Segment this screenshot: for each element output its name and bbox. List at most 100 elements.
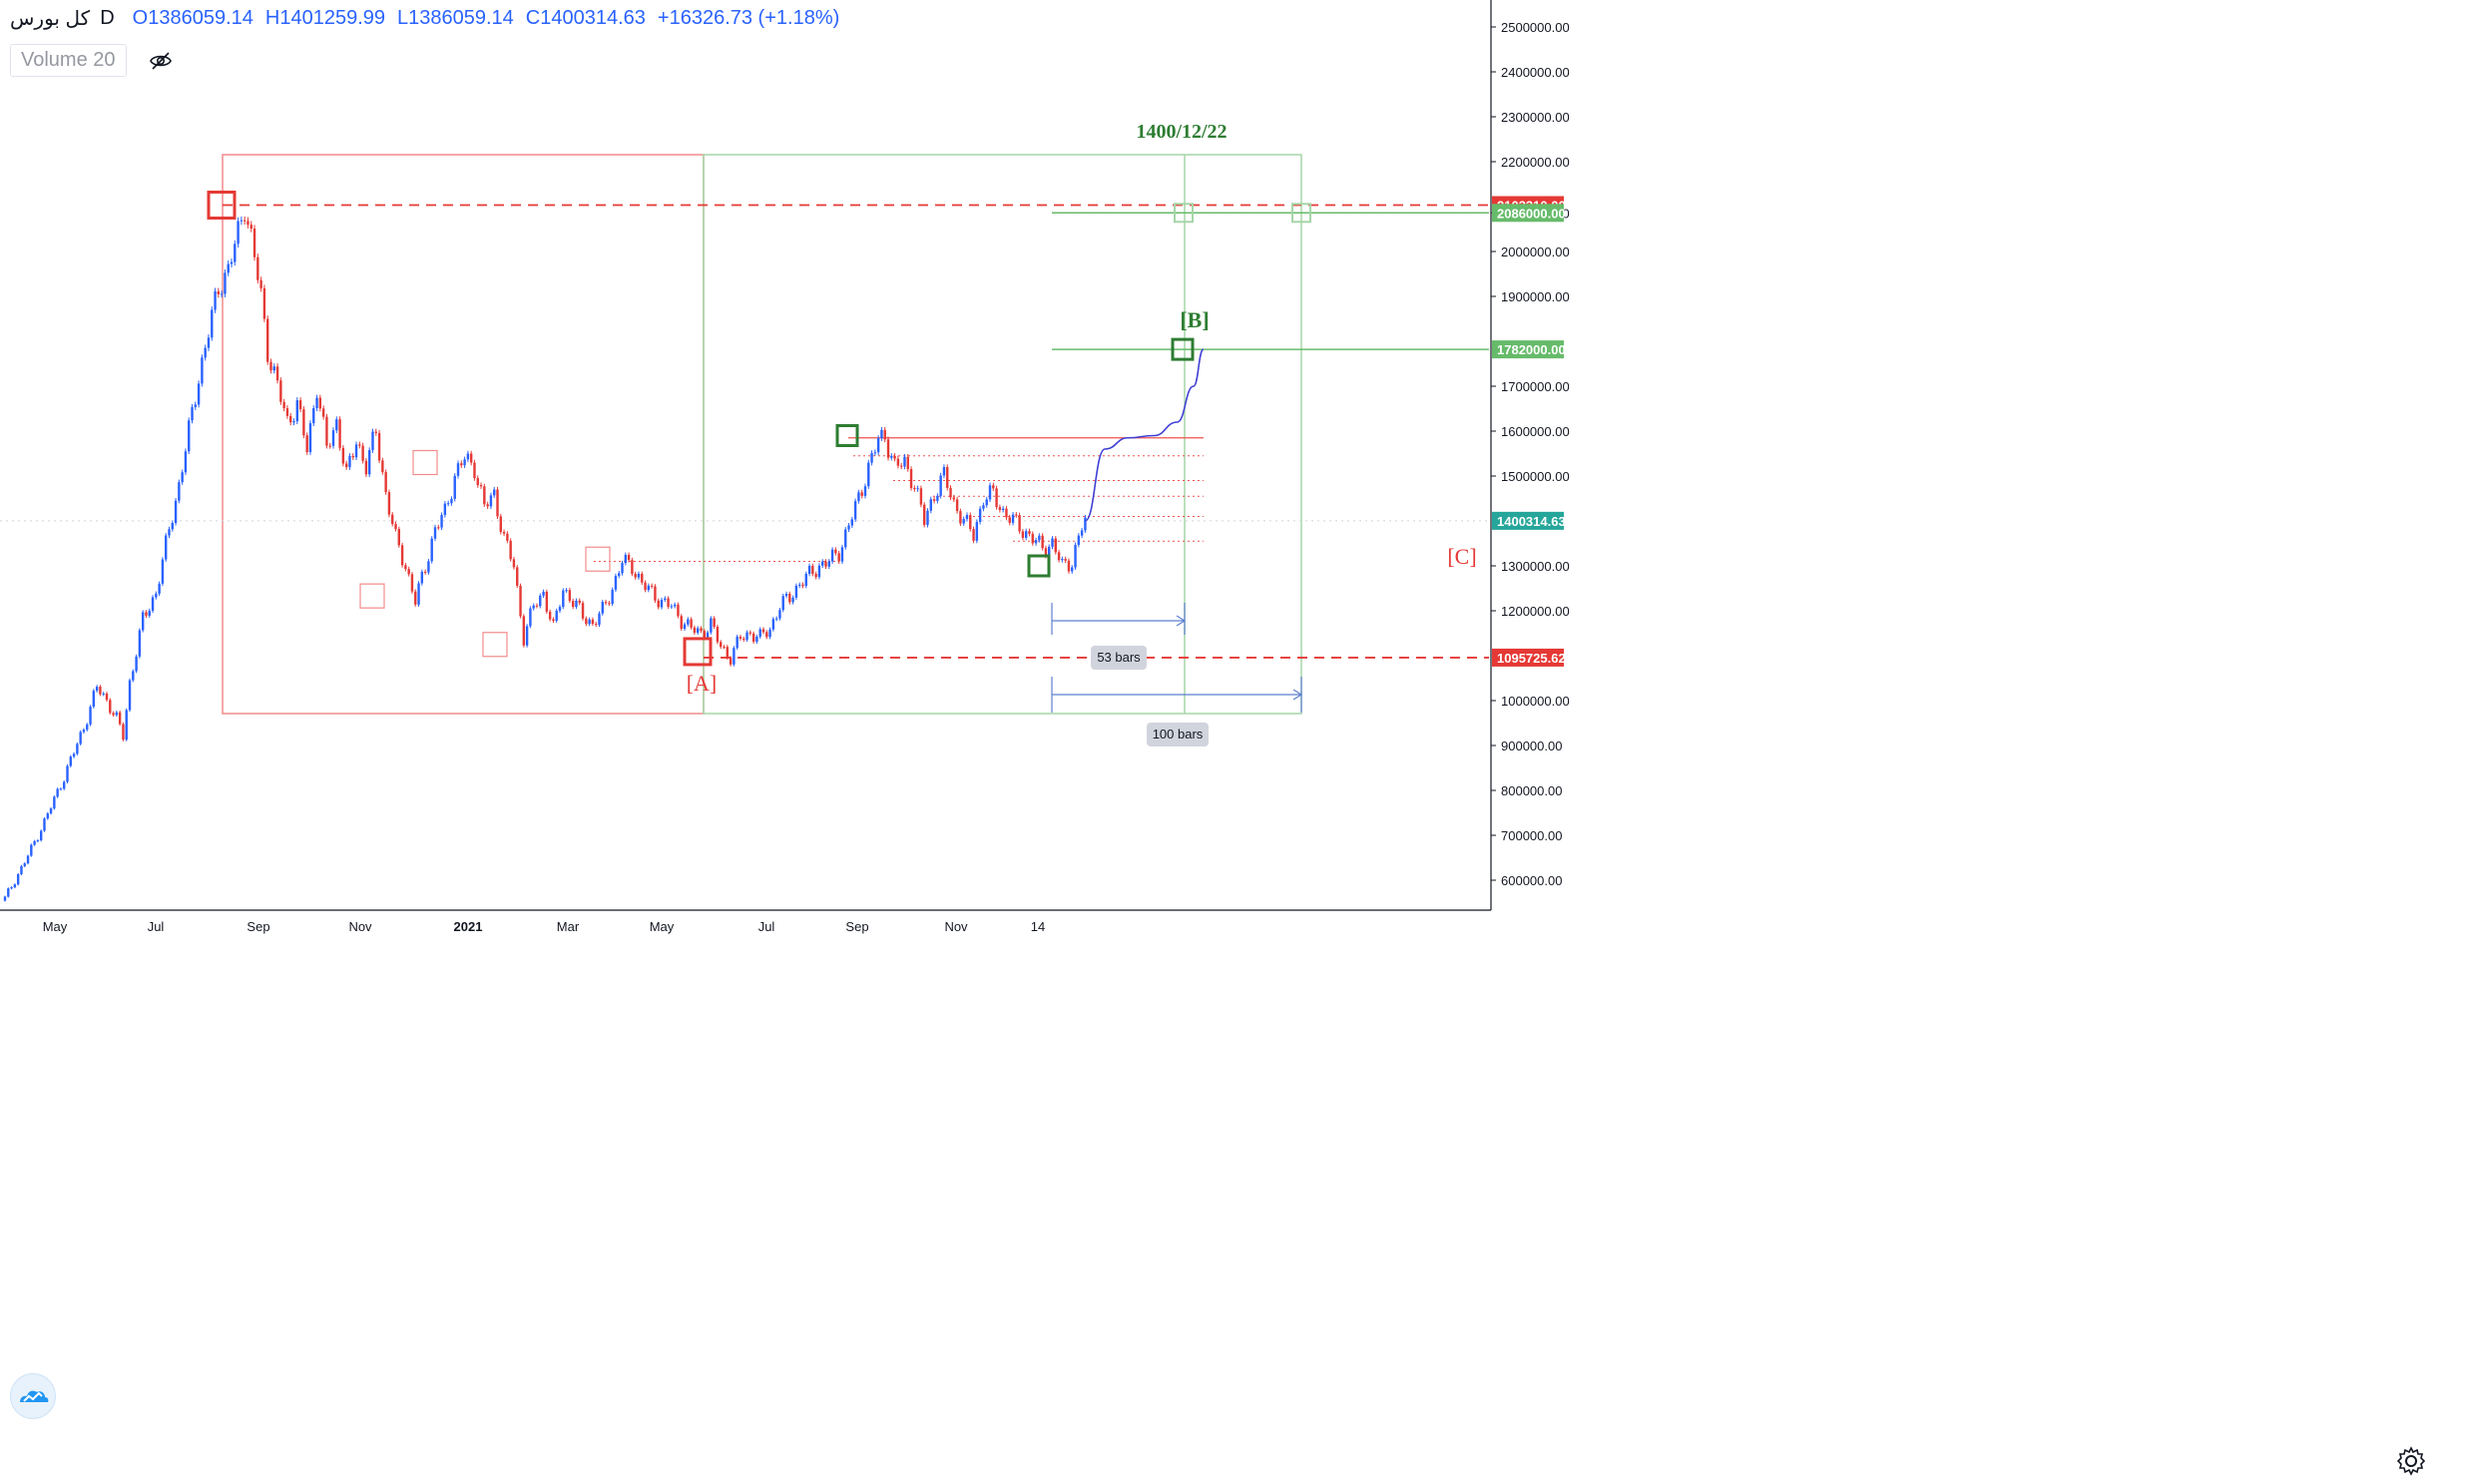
- target-marker[interactable]: [1291, 203, 1311, 224]
- price-tick-label: 1600000.00: [1501, 424, 1570, 439]
- candle-body: [204, 347, 207, 358]
- swing-marker[interactable]: [359, 583, 385, 609]
- candle-body: [611, 589, 614, 605]
- candle-body: [870, 453, 873, 463]
- candle-body: [516, 567, 519, 586]
- candle-body: [292, 421, 295, 423]
- candle-body: [371, 431, 374, 451]
- candle-body: [430, 538, 433, 562]
- candle-body: [909, 468, 913, 489]
- tradingview-logo-icon[interactable]: [10, 1373, 56, 1419]
- candle-body: [427, 561, 430, 573]
- candle-body: [361, 445, 364, 461]
- candle-body: [916, 488, 919, 490]
- candle-body: [726, 647, 729, 659]
- candle-body: [135, 656, 138, 672]
- price-tag-label: 1782000.00: [1497, 342, 1566, 357]
- candle-body: [384, 472, 387, 493]
- candle-body: [23, 863, 26, 866]
- candle-body: [506, 533, 509, 541]
- candle-body: [853, 501, 857, 520]
- price-tick-label: 600000.00: [1501, 873, 1562, 888]
- candle-body: [220, 293, 224, 295]
- candle-body: [634, 573, 637, 578]
- interval-label[interactable]: D: [100, 7, 115, 29]
- candle-body: [1074, 544, 1077, 568]
- price-tag[interactable]: [1492, 340, 1564, 359]
- eye-hidden-icon[interactable]: [149, 49, 173, 73]
- swing-marker[interactable]: [585, 546, 611, 572]
- candle-body: [903, 456, 906, 467]
- symbol-name[interactable]: کل بورس: [10, 8, 91, 30]
- candle-body: [63, 781, 66, 789]
- candle-body: [830, 549, 834, 562]
- candle-body: [7, 888, 10, 897]
- candle-body: [269, 361, 272, 371]
- price-tag[interactable]: [1492, 204, 1564, 223]
- candle-body: [641, 573, 644, 583]
- price-tag[interactable]: [1492, 648, 1564, 667]
- time-axis[interactable]: May Jul Sep Nov 2021 Mar May Jul Sep Nov 14: [0, 909, 1491, 934]
- candle-body: [700, 628, 703, 632]
- candle-body: [588, 619, 591, 625]
- candle-body: [988, 485, 992, 500]
- candle-body: [765, 632, 768, 638]
- candle-body: [446, 503, 450, 505]
- candle-body: [936, 495, 939, 501]
- price-tick-label: 2000000.00: [1501, 245, 1570, 259]
- candle-body: [194, 404, 198, 407]
- candle-body: [315, 397, 318, 409]
- bars-long-label: 100 bars: [1153, 727, 1204, 742]
- volume-indicator-chip[interactable]: Volume 20: [10, 44, 127, 77]
- price-tick-label: 800000.00: [1501, 783, 1562, 798]
- candle-body: [758, 629, 761, 637]
- candle-body: [545, 591, 549, 612]
- candle-body: [331, 430, 335, 446]
- candle-body: [959, 511, 962, 524]
- candle-body: [995, 488, 998, 508]
- candle-body: [952, 497, 956, 500]
- candle-body: [89, 707, 92, 725]
- swing-marker[interactable]: [482, 632, 508, 658]
- candle-body: [844, 529, 847, 548]
- candle-body: [275, 366, 279, 381]
- price-axis[interactable]: 2500000.00 2400000.00 2300000.00 2200000.00…: [1490, 0, 1570, 910]
- candle-body: [729, 658, 733, 665]
- bottom-marker[interactable]: [1027, 554, 1051, 578]
- candle-body: [690, 619, 693, 628]
- target-marker[interactable]: [1174, 203, 1194, 224]
- gear-icon[interactable]: [2395, 1445, 2427, 1477]
- candle-body: [191, 406, 194, 421]
- low-value: L1386059.14: [397, 7, 514, 29]
- candle-body: [473, 462, 476, 479]
- candle-body: [748, 632, 752, 634]
- candle-body: [1021, 531, 1025, 538]
- candle-body: [873, 452, 877, 454]
- candle-body: [305, 435, 308, 453]
- wave-a-marker[interactable]: [683, 637, 713, 667]
- candle-body: [929, 499, 932, 511]
- candle-body: [627, 554, 631, 561]
- candle-body: [1084, 517, 1087, 531]
- candle-body: [410, 574, 414, 592]
- wave-b-marker[interactable]: [1171, 337, 1195, 361]
- candle-body: [49, 808, 53, 814]
- projection-time-box[interactable]: [703, 154, 1302, 715]
- peak-marker[interactable]: [835, 424, 859, 447]
- wave-c-label: [C]: [1447, 544, 1476, 569]
- candle-body: [289, 415, 292, 423]
- top-marker[interactable]: [207, 191, 237, 221]
- candle-body: [604, 602, 608, 604]
- projection-curve[interactable]: [1084, 348, 1205, 522]
- candle-body: [358, 444, 361, 446]
- candle-body: [214, 290, 217, 310]
- candle-body: [797, 584, 801, 586]
- price-tick-label: 1300000.00: [1501, 559, 1570, 574]
- price-tick-label: 2200000.00: [1501, 155, 1570, 170]
- price-tag[interactable]: [1492, 511, 1564, 530]
- time-tick-label: 14: [1031, 919, 1045, 934]
- candle-body: [716, 627, 720, 643]
- candle-body: [207, 337, 211, 348]
- swing-marker[interactable]: [412, 449, 438, 476]
